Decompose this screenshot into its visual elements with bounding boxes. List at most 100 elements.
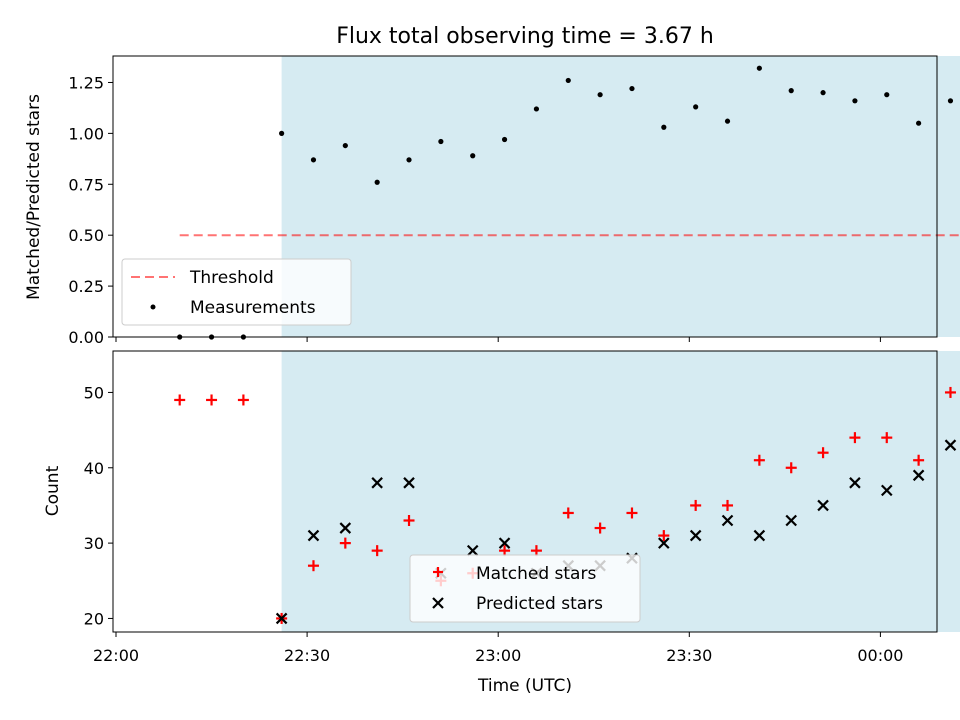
y-tick-label: 1.25 <box>68 73 104 92</box>
predicted-point <box>339 522 352 534</box>
top-legend-box <box>121 258 352 326</box>
x-tick-label: 23:30 <box>666 646 712 665</box>
matched-point <box>499 545 511 557</box>
predicted-point <box>721 514 734 527</box>
x-tick-label: 22:30 <box>284 646 330 665</box>
predicted-point <box>753 529 766 542</box>
measurement-point <box>342 142 348 149</box>
bottom-legend-box <box>409 554 641 623</box>
measurement-point <box>565 77 571 84</box>
top-frame <box>112 55 938 338</box>
matched-point <box>913 454 925 466</box>
bottom-x-axis: 22:0022:3023:0023:3000:0000:3001:0001:30… <box>93 632 903 665</box>
matched-point <box>849 432 861 444</box>
y-tick-label: 0.00 <box>68 328 104 347</box>
matched-point <box>658 530 670 542</box>
predicted-point <box>466 544 479 557</box>
legend-matched-label: Matched stars <box>476 564 596 584</box>
bottom-y-axis: 20 30 40 50 <box>84 383 113 628</box>
predicted-point <box>880 484 893 497</box>
predicted-point <box>658 537 670 549</box>
x-axis-label: Time (UTC) <box>477 676 572 696</box>
bottom-legend: Matched stars Predicted stars <box>409 554 641 623</box>
matched-point <box>237 394 249 406</box>
x-tick-label: 23:00 <box>475 646 521 665</box>
top-y-label: Matched/Predicted stars <box>24 94 44 300</box>
measurement-point <box>310 157 317 163</box>
predicted-point <box>307 529 320 542</box>
measurement-point <box>916 120 922 126</box>
top-shaded-region <box>281 56 960 337</box>
y-tick-label: 0.50 <box>68 226 104 245</box>
legend-threshold-label: Threshold <box>189 268 274 288</box>
predicted-point <box>275 612 288 625</box>
matched-point <box>339 537 351 549</box>
measurement-point <box>724 118 731 124</box>
predicted-point <box>849 477 861 489</box>
x-tick-label: 00:00 <box>857 646 903 665</box>
matched-point <box>944 386 956 398</box>
predicted-point <box>689 529 702 542</box>
predicted-point <box>498 537 511 549</box>
matched-point <box>307 560 319 572</box>
legend-predicted-swatch <box>432 597 444 609</box>
bottom-y-label: Count <box>43 465 63 516</box>
y-tick-label: 20 <box>84 609 104 628</box>
measurement-point <box>406 157 412 163</box>
matched-point <box>174 394 186 406</box>
measurement-point <box>533 106 540 112</box>
matched-point <box>530 545 542 557</box>
measurement-point <box>470 153 476 159</box>
top-x-axis <box>115 337 881 342</box>
matched-point <box>562 507 574 519</box>
measurement-point <box>501 136 508 143</box>
y-tick-label: 40 <box>84 459 104 478</box>
legend-measurements-swatch <box>150 304 156 310</box>
measurement-point <box>947 98 954 104</box>
top-y-axis: 0.00 0.25 0.50 0.75 1.00 1.25 <box>68 73 113 347</box>
y-tick-label: 30 <box>84 534 104 553</box>
matched-point <box>371 545 383 557</box>
matched-point <box>785 462 797 474</box>
matched-point <box>626 507 638 519</box>
predicted-point <box>403 477 415 489</box>
top-panel: 0.00 0.25 0.50 0.75 1.00 1.25 Matched/Predict… <box>24 55 960 347</box>
measurement-point <box>788 88 794 94</box>
predicted-point <box>944 439 957 451</box>
matched-point <box>722 499 734 511</box>
matched-point <box>594 522 606 534</box>
measurement-point <box>884 92 890 98</box>
legend-measurements-label: Measurements <box>190 298 316 318</box>
chart-title: Flux total observing time = 3.67 h <box>336 24 714 49</box>
measurement-point <box>852 98 858 104</box>
predicted-point <box>912 469 925 482</box>
measurement-point <box>597 92 603 98</box>
matched-point <box>753 454 765 466</box>
top-legend: Threshold Measurements <box>121 258 352 326</box>
matched-point <box>690 499 702 511</box>
predicted-point <box>817 499 829 512</box>
matched-point <box>881 432 893 444</box>
matched-point <box>403 515 415 527</box>
measurement-point <box>279 130 285 136</box>
matched-point <box>817 447 829 459</box>
predicted-point <box>785 514 797 527</box>
bottom-frame <box>112 350 938 633</box>
y-tick-label: 0.75 <box>68 175 104 194</box>
y-tick-label: 0.25 <box>68 277 104 296</box>
measurement-point <box>661 124 667 130</box>
legend-predicted-label: Predicted stars <box>476 594 603 614</box>
y-tick-label: 1.00 <box>68 124 104 143</box>
measurement-point <box>374 179 380 185</box>
measurement-point <box>820 90 826 96</box>
measurement-point <box>629 85 635 92</box>
predicted-point <box>371 477 383 489</box>
measurement-point <box>756 65 762 71</box>
y-tick-label: 50 <box>84 383 104 402</box>
legend-matched-swatch <box>433 567 443 577</box>
matched-point <box>206 394 218 406</box>
measurement-point <box>693 104 699 110</box>
x-tick-label: 22:00 <box>93 646 139 665</box>
